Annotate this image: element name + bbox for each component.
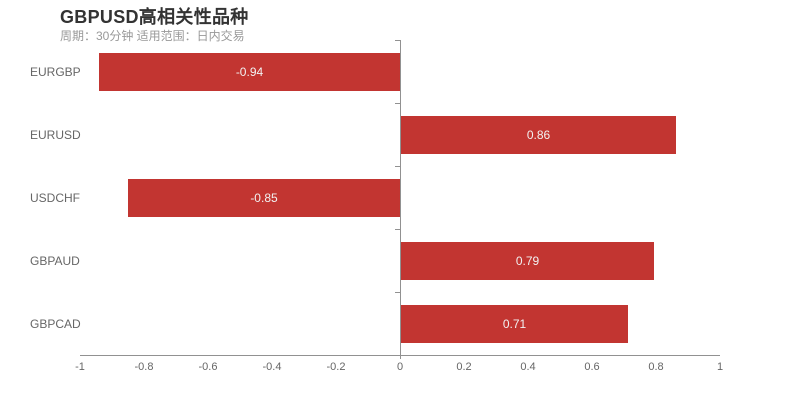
category-label-gbpaud: GBPAUD bbox=[30, 254, 80, 268]
x-axis-tick-label: 0 bbox=[396, 361, 404, 373]
zero-axis-tick bbox=[395, 103, 400, 104]
category-label-gbpcad: GBPCAD bbox=[30, 317, 81, 331]
x-axis-tick-label: 0.4 bbox=[520, 361, 536, 373]
category-label-eurusd: EURUSD bbox=[30, 128, 81, 142]
chart-subtitle: 周期：30分钟 适用范围：日内交易 bbox=[60, 29, 245, 43]
zero-axis-tick bbox=[395, 166, 400, 167]
bar-value-label: -0.94 bbox=[235, 65, 264, 79]
zero-axis-tick bbox=[395, 355, 400, 356]
bar-eurusd[interactable] bbox=[401, 116, 676, 154]
bar-value-label: -0.85 bbox=[250, 191, 278, 205]
x-axis-tick-label: 0.2 bbox=[456, 361, 472, 373]
bar-value-label: 0.86 bbox=[526, 128, 551, 142]
x-axis-tick-label: 0.6 bbox=[584, 361, 600, 373]
x-axis-tick-label: 1 bbox=[716, 361, 724, 373]
x-axis-tick-label: 0.8 bbox=[648, 361, 664, 373]
x-axis-tick-label: -0.6 bbox=[198, 361, 218, 373]
chart-title: GBPUSD高相关性品种 bbox=[60, 7, 249, 27]
x-axis-tick-label: -0.4 bbox=[262, 361, 282, 373]
zero-axis-tick bbox=[395, 40, 400, 41]
x-axis-tick-label: -1 bbox=[75, 361, 85, 373]
bar-usdchf[interactable] bbox=[128, 179, 400, 217]
zero-axis-tick bbox=[395, 292, 400, 293]
bar-gbpcad[interactable] bbox=[401, 305, 628, 343]
zero-axis-line bbox=[400, 40, 401, 359]
x-axis-tick-label: -0.8 bbox=[134, 361, 154, 373]
bar-value-label: 0.79 bbox=[515, 254, 540, 268]
category-label-usdchf: USDCHF bbox=[30, 191, 80, 205]
bar-value-label: 0.71 bbox=[502, 317, 527, 331]
x-axis-tick-label: -0.2 bbox=[326, 361, 346, 373]
zero-axis-tick bbox=[395, 229, 400, 230]
bar-eurgbp[interactable] bbox=[99, 53, 400, 91]
bar-gbpaud[interactable] bbox=[401, 242, 654, 280]
category-label-eurgbp: EURGBP bbox=[30, 65, 81, 79]
